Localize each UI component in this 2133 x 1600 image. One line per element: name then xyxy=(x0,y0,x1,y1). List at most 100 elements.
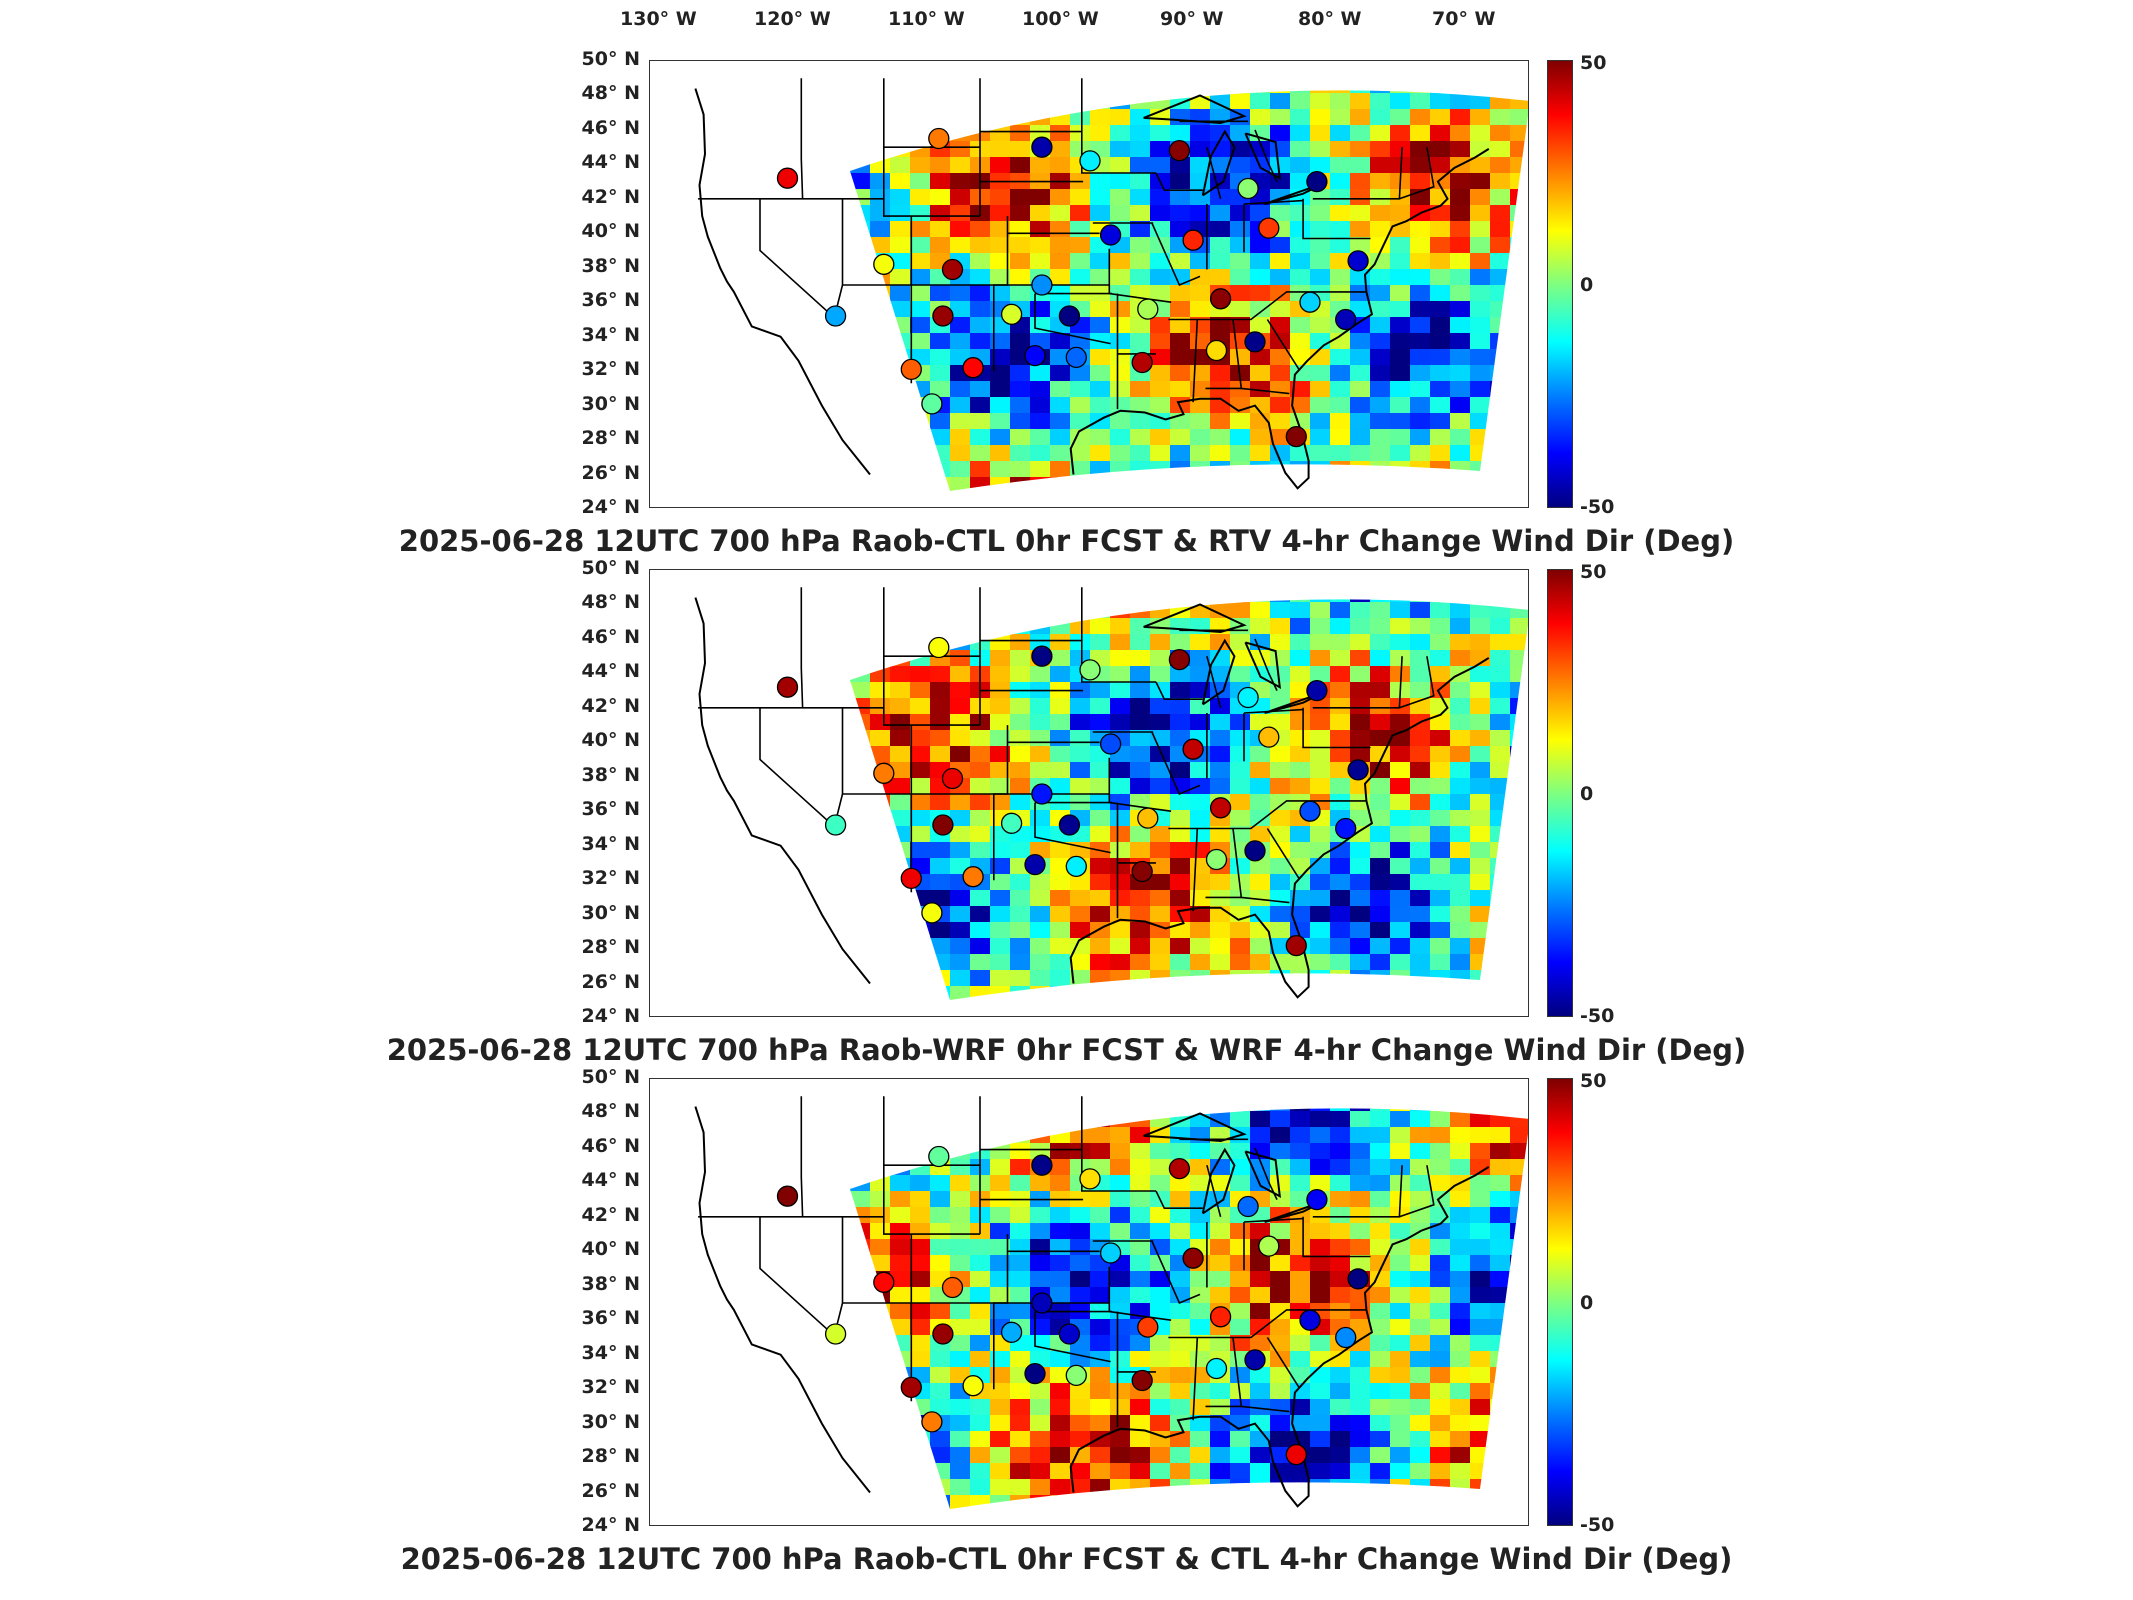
station-marker xyxy=(921,1411,943,1433)
colorbar xyxy=(1547,1078,1573,1526)
colorbar-min-label: -50 xyxy=(1580,1514,1615,1536)
colorbar-min-label: -50 xyxy=(1580,496,1615,518)
lat-tick: 48° N xyxy=(581,591,640,614)
station-marker xyxy=(1306,1188,1328,1211)
lat-tick: 44° N xyxy=(581,660,640,683)
lat-tick: 38° N xyxy=(581,763,640,786)
lat-tick: 34° N xyxy=(581,832,640,855)
colorbar-max-label: 50 xyxy=(1580,52,1607,74)
station-marker xyxy=(1031,1154,1053,1176)
lat-tick: 24° N xyxy=(581,1514,640,1536)
lat-tick: 46° N xyxy=(581,1134,640,1157)
lat-tick: 40° N xyxy=(581,1238,640,1261)
station-marker xyxy=(1099,733,1122,755)
lat-tick: 50° N xyxy=(581,48,640,70)
lon-tick: 120° W xyxy=(754,8,831,30)
colorbar xyxy=(1547,60,1573,508)
station-marker xyxy=(1031,645,1053,667)
lat-tick: 32° N xyxy=(581,867,640,890)
lat-tick: 34° N xyxy=(581,1341,640,1364)
colorbar-mid-label: 0 xyxy=(1580,783,1594,805)
panel-title: 2025-06-28 12UTC 700 hPa Raob-WRF 0hr FC… xyxy=(386,1033,1747,1067)
panel-title: 2025-06-28 12UTC 700 hPa Raob-CTL 0hr FC… xyxy=(398,524,1735,558)
colorbar-mid-label: 0 xyxy=(1580,274,1594,296)
station-marker xyxy=(1182,738,1204,760)
lat-tick: 40° N xyxy=(581,220,640,243)
station-marker xyxy=(1099,1242,1122,1264)
station-marker xyxy=(873,253,895,275)
station-marker xyxy=(1258,1235,1280,1257)
map-panel-2: 50° N 48° N 46° N 44° N 42° N 40° N 38° N 36° N… xyxy=(0,557,2133,1081)
station-marker xyxy=(1000,812,1023,834)
station-marker xyxy=(900,358,922,381)
station-marker xyxy=(962,1375,984,1397)
station-marker xyxy=(824,814,847,836)
lat-tick: 46° N xyxy=(581,625,640,648)
station-marker xyxy=(1244,331,1266,353)
colorbar-max-label: 50 xyxy=(1580,1070,1607,1092)
lat-tick: 38° N xyxy=(581,254,640,277)
station-marker xyxy=(1058,305,1081,327)
station-marker xyxy=(1209,797,1232,819)
station-marker xyxy=(1209,288,1232,310)
station-marker xyxy=(1335,817,1357,840)
station-marker xyxy=(1058,1323,1081,1345)
lat-tick: 38° N xyxy=(581,1272,640,1295)
station-marker xyxy=(1237,177,1259,200)
station-marker xyxy=(1131,1369,1153,1392)
boundaries xyxy=(694,1096,1490,1508)
station-marker xyxy=(1031,136,1053,158)
station-marker xyxy=(1244,1349,1266,1371)
station-marker xyxy=(900,1376,922,1399)
lat-tick: 32° N xyxy=(581,1376,640,1399)
lat-tick: 50° N xyxy=(581,557,640,579)
station-marker xyxy=(1182,1247,1204,1269)
map-panel-3: 50° N 48° N 46° N 44° N 42° N 40° N 38° N 36° N… xyxy=(0,1066,2133,1590)
lat-tick: 32° N xyxy=(581,358,640,381)
station-marker xyxy=(928,636,950,659)
raob-stations xyxy=(776,127,1369,448)
station-marker xyxy=(941,258,964,281)
station-marker xyxy=(1168,139,1191,162)
station-marker xyxy=(921,393,943,415)
station-marker xyxy=(1258,217,1280,239)
station-marker xyxy=(1131,351,1153,374)
lat-tick: 30° N xyxy=(581,1410,640,1433)
station-marker xyxy=(1131,860,1153,883)
station-marker xyxy=(1258,726,1280,748)
lat-tick: 40° N xyxy=(581,729,640,752)
station-marker xyxy=(1079,150,1101,172)
station-marker xyxy=(1058,814,1081,836)
station-marker xyxy=(1285,934,1307,957)
station-marker xyxy=(1347,1268,1369,1290)
lat-tick: 48° N xyxy=(581,82,640,105)
station-marker xyxy=(1237,686,1259,709)
station-marker xyxy=(824,305,847,327)
map-area xyxy=(649,60,1529,508)
station-marker xyxy=(1065,855,1087,878)
station-marker xyxy=(1285,425,1307,448)
station-marker xyxy=(1205,848,1228,871)
lat-tick: 30° N xyxy=(581,901,640,924)
station-marker xyxy=(932,814,954,836)
lat-tick: 44° N xyxy=(581,1169,640,1192)
station-marker xyxy=(1137,1316,1159,1338)
station-marker xyxy=(776,676,799,698)
station-marker xyxy=(1205,339,1228,362)
map-panel-1: 50° N 48° N 46° N 44° N 42° N 40° N 38° N 36° N… xyxy=(0,48,2133,572)
station-marker xyxy=(1168,1157,1191,1180)
lat-tick: 24° N xyxy=(581,1005,640,1027)
map-canvas xyxy=(694,1096,1528,1510)
lon-tick: 80° W xyxy=(1298,8,1362,30)
lat-tick: 26° N xyxy=(581,970,640,993)
station-marker xyxy=(873,762,895,784)
station-marker xyxy=(1137,298,1159,320)
station-marker xyxy=(921,902,943,924)
station-marker xyxy=(1168,648,1191,671)
lat-tick: 36° N xyxy=(581,289,640,312)
lon-tick: 90° W xyxy=(1160,8,1224,30)
station-marker xyxy=(1024,853,1046,876)
lon-tick: 70° W xyxy=(1432,8,1496,30)
station-marker xyxy=(1299,291,1321,313)
lat-tick: 42° N xyxy=(581,694,640,717)
